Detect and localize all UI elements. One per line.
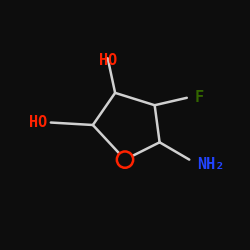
Text: HO: HO [29, 115, 47, 130]
Text: HO: HO [98, 53, 117, 68]
Text: F: F [194, 90, 203, 105]
Ellipse shape [118, 152, 132, 167]
Text: NH₂: NH₂ [197, 157, 224, 172]
